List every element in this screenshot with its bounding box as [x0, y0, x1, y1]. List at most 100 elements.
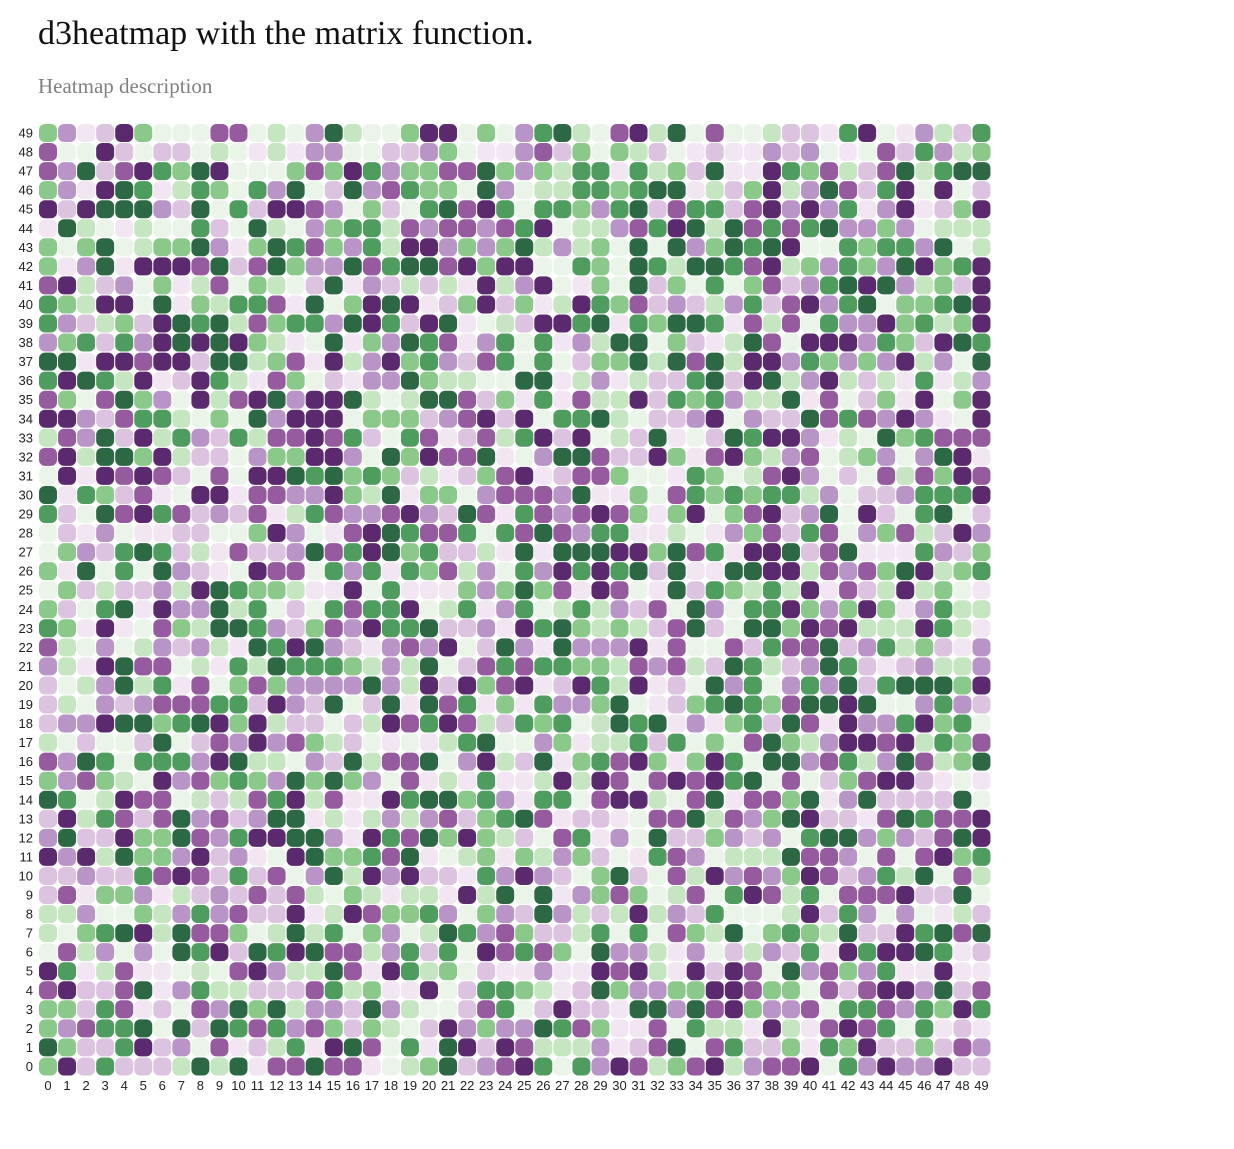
heatmap-cell[interactable] [553, 676, 572, 695]
heatmap-cell[interactable] [153, 1000, 172, 1019]
heatmap-cell[interactable] [553, 219, 572, 238]
heatmap-cell[interactable] [858, 828, 877, 847]
heatmap-cell[interactable] [877, 447, 896, 466]
heatmap-cell[interactable] [343, 276, 362, 295]
heatmap-cell[interactable] [172, 752, 191, 771]
heatmap-cell[interactable] [496, 619, 515, 638]
heatmap-cell[interactable] [877, 276, 896, 295]
heatmap-cell[interactable] [343, 447, 362, 466]
heatmap-cell[interactable] [477, 562, 496, 581]
heatmap-cell[interactable] [972, 505, 991, 523]
heatmap-cell[interactable] [439, 695, 458, 714]
heatmap-cell[interactable] [858, 1000, 877, 1019]
heatmap-cell[interactable] [115, 143, 134, 162]
heatmap-cell[interactable] [610, 924, 629, 943]
heatmap-cell[interactable] [458, 371, 477, 390]
heatmap-cell[interactable] [877, 200, 896, 219]
heatmap-cell[interactable] [972, 619, 991, 638]
heatmap-cell[interactable] [515, 428, 534, 447]
heatmap-cell[interactable] [458, 828, 477, 847]
heatmap-cell[interactable] [248, 886, 267, 904]
heatmap-cell[interactable] [743, 828, 762, 847]
heatmap-cell[interactable] [305, 1000, 324, 1019]
heatmap-cell[interactable] [343, 886, 362, 904]
heatmap-cell[interactable] [648, 428, 667, 447]
heatmap-cell[interactable] [420, 314, 438, 333]
heatmap-cell[interactable] [381, 124, 400, 142]
heatmap-cell[interactable] [724, 352, 743, 371]
heatmap-cell[interactable] [496, 562, 515, 581]
heatmap-cell[interactable] [439, 390, 458, 409]
heatmap-cell[interactable] [591, 200, 610, 219]
heatmap-cell[interactable] [210, 143, 229, 162]
heatmap-cell[interactable] [839, 1057, 858, 1076]
heatmap-cell[interactable] [896, 828, 915, 847]
heatmap-cell[interactable] [77, 714, 96, 733]
heatmap-cell[interactable] [58, 143, 77, 162]
heatmap-cell[interactable] [477, 619, 496, 638]
heatmap-cell[interactable] [610, 828, 629, 847]
heatmap-cell[interactable] [781, 924, 800, 943]
heatmap-cell[interactable] [572, 600, 591, 619]
heatmap-cell[interactable] [515, 238, 534, 257]
heatmap-cell[interactable] [858, 981, 877, 1000]
heatmap-cell[interactable] [58, 866, 77, 885]
heatmap-cell[interactable] [267, 828, 286, 847]
heatmap-cell[interactable] [343, 943, 362, 962]
heatmap-cell[interactable] [781, 695, 800, 714]
heatmap-cell[interactable] [534, 619, 553, 638]
heatmap-cell[interactable] [286, 524, 305, 543]
heatmap-cell[interactable] [686, 676, 705, 695]
heatmap-cell[interactable] [439, 905, 458, 924]
heatmap-cell[interactable] [972, 1000, 991, 1019]
heatmap-cell[interactable] [229, 238, 248, 257]
heatmap-cell[interactable] [77, 428, 96, 447]
heatmap-cell[interactable] [781, 390, 800, 409]
heatmap-cell[interactable] [77, 905, 96, 924]
heatmap-cell[interactable] [515, 771, 534, 790]
heatmap-cell[interactable] [496, 276, 515, 295]
heatmap-cell[interactable] [381, 581, 400, 600]
heatmap-cell[interactable] [667, 733, 686, 752]
heatmap-cell[interactable] [477, 847, 496, 866]
heatmap-cell[interactable] [610, 524, 629, 543]
heatmap-cell[interactable] [400, 124, 419, 142]
heatmap-cell[interactable] [762, 390, 781, 409]
heatmap-cell[interactable] [153, 1019, 172, 1038]
heatmap-cell[interactable] [210, 733, 229, 752]
heatmap-cell[interactable] [629, 543, 648, 562]
heatmap-cell[interactable] [858, 162, 877, 181]
heatmap-cell[interactable] [210, 390, 229, 409]
heatmap-cell[interactable] [267, 943, 286, 962]
heatmap-cell[interactable] [324, 905, 343, 924]
heatmap-cell[interactable] [305, 505, 324, 523]
heatmap-cell[interactable] [858, 543, 877, 562]
heatmap-cell[interactable] [972, 162, 991, 181]
heatmap-cell[interactable] [96, 409, 115, 428]
heatmap-cell[interactable] [515, 866, 534, 885]
heatmap-cell[interactable] [39, 181, 57, 200]
heatmap-cell[interactable] [172, 847, 191, 866]
heatmap-cell[interactable] [400, 219, 419, 238]
heatmap-cell[interactable] [134, 543, 153, 562]
heatmap-cell[interactable] [134, 276, 153, 295]
heatmap-cell[interactable] [534, 600, 553, 619]
heatmap-cell[interactable] [610, 1038, 629, 1057]
heatmap-cell[interactable] [896, 695, 915, 714]
heatmap-cell[interactable] [686, 1000, 705, 1019]
heatmap-cell[interactable] [496, 733, 515, 752]
heatmap-cell[interactable] [915, 924, 934, 943]
heatmap-cell[interactable] [877, 809, 896, 828]
heatmap-cell[interactable] [934, 485, 953, 504]
heatmap-cell[interactable] [629, 409, 648, 428]
heatmap-cell[interactable] [153, 981, 172, 1000]
heatmap-cell[interactable] [553, 524, 572, 543]
heatmap-cell[interactable] [210, 809, 229, 828]
heatmap-cell[interactable] [248, 847, 267, 866]
heatmap-cell[interactable] [896, 200, 915, 219]
heatmap-cell[interactable] [496, 390, 515, 409]
heatmap-cell[interactable] [877, 505, 896, 523]
heatmap-cell[interactable] [724, 447, 743, 466]
heatmap-cell[interactable] [77, 505, 96, 523]
heatmap-cell[interactable] [781, 371, 800, 390]
